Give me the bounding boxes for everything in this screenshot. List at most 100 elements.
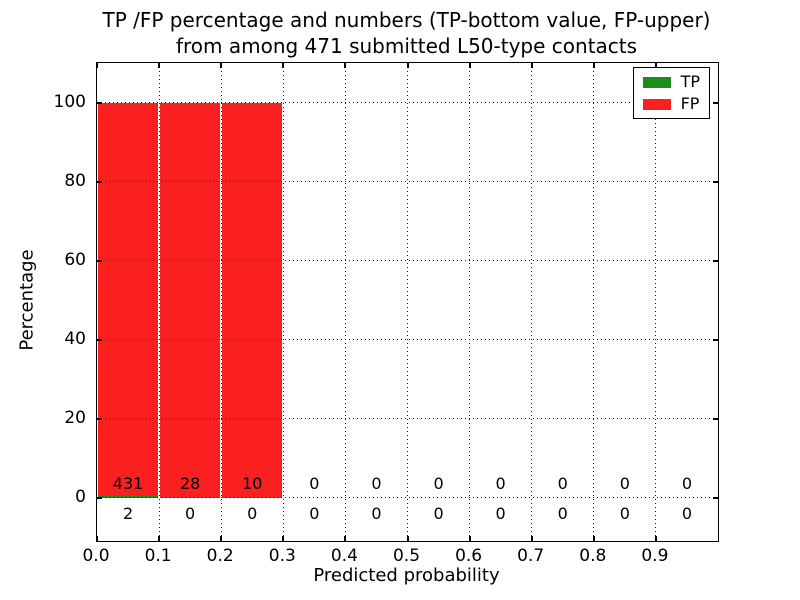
y-axis-tick xyxy=(97,101,102,104)
x-axis-tick-top xyxy=(220,63,223,68)
x-axis-label: Predicted probability xyxy=(313,565,500,586)
gridline-horizontal xyxy=(97,497,718,499)
x-axis-tick xyxy=(406,536,409,541)
plot-area: TP FP 431 2 28 0 10 0 0 0 0 0 0 0 0 0 0 0 0 0 0 0 xyxy=(96,62,719,542)
x-tick-label: 0.3 xyxy=(268,546,296,566)
x-axis-tick-top xyxy=(282,63,285,68)
y-tick-label: 80 xyxy=(64,170,86,191)
gridline-horizontal xyxy=(97,339,718,341)
y-axis-tick xyxy=(97,417,102,420)
y-axis-tick xyxy=(97,338,102,341)
y-tick-label: 100 xyxy=(53,91,86,112)
gridline-vertical xyxy=(469,63,471,541)
x-axis-tick-top xyxy=(592,63,595,68)
x-axis-tick xyxy=(592,536,595,541)
gridline-vertical xyxy=(531,63,533,541)
tp-legend-swatch xyxy=(642,76,671,88)
tp-count-label: 0 xyxy=(309,504,320,524)
x-tick-label: 0.1 xyxy=(144,546,172,566)
tp-count-label: 0 xyxy=(557,504,568,524)
tp-legend-label: TP xyxy=(680,72,700,91)
fp-count-label: 0 xyxy=(681,474,693,494)
gridline-horizontal xyxy=(97,102,718,103)
gridline-horizontal xyxy=(97,181,718,182)
x-tick-label: 0.0 xyxy=(82,546,110,566)
tp-bar xyxy=(98,495,159,498)
y-axis-tick xyxy=(97,180,102,183)
x-axis-tick-top xyxy=(530,63,533,68)
fp-count-label: 0 xyxy=(309,474,320,494)
gridline-vertical xyxy=(344,63,346,541)
fp-count-label: 0 xyxy=(433,474,444,494)
x-tick-label: 0.5 xyxy=(392,546,421,566)
fp-count-label: 0 xyxy=(557,474,568,494)
fp-count-label: 0 xyxy=(619,474,630,494)
fp-count-label: 28 xyxy=(179,474,201,494)
fp-bar xyxy=(160,102,221,498)
tp-count-label: 0 xyxy=(681,504,693,524)
x-axis-tick-top xyxy=(96,63,98,68)
tp-count-label: 0 xyxy=(185,504,196,524)
y-tick-label: 20 xyxy=(64,407,86,428)
fp-count-label: 10 xyxy=(242,474,263,494)
gridline-vertical xyxy=(220,63,222,541)
x-axis-tick-top xyxy=(158,63,161,68)
x-axis-tick-top xyxy=(406,63,409,68)
tp-count-label: 2 xyxy=(122,504,134,524)
x-axis-tick xyxy=(282,536,285,541)
fp-count-label: 0 xyxy=(371,474,382,494)
x-tick-label: 0.9 xyxy=(641,546,669,566)
y-axis-tick xyxy=(97,259,102,262)
tp-count-label: 0 xyxy=(371,504,382,524)
y-axis-tick-right xyxy=(713,417,718,420)
x-axis-tick-top xyxy=(654,63,657,68)
y-axis-tick xyxy=(97,496,102,499)
y-axis-tick-right xyxy=(713,496,718,499)
x-tick-label: 0.8 xyxy=(579,546,607,566)
x-axis-tick-top xyxy=(344,63,347,68)
chart-title: TP /FP percentage and numbers (TP-bottom… xyxy=(96,7,717,59)
legend-item-tp: TP xyxy=(642,72,700,91)
legend: TP FP xyxy=(632,67,710,119)
tp-count-label: 0 xyxy=(495,504,506,524)
x-axis-tick xyxy=(158,536,161,541)
gridline-horizontal xyxy=(97,260,718,262)
x-axis-tick xyxy=(220,536,223,541)
gridline-vertical xyxy=(282,63,284,541)
tp-count-label: 0 xyxy=(619,504,630,524)
chart-title-line2: from among 471 submitted L50-type contac… xyxy=(175,34,638,58)
x-tick-label: 0.2 xyxy=(206,546,234,566)
fp-count-label: 0 xyxy=(495,474,506,494)
y-tick-label: 40 xyxy=(64,328,86,349)
gridline-vertical xyxy=(407,63,408,541)
x-tick-label: 0.6 xyxy=(455,546,483,566)
x-axis-tick xyxy=(96,536,98,541)
y-axis-tick-right xyxy=(713,180,718,183)
y-axis-tick-right xyxy=(713,101,718,104)
fp-bar xyxy=(222,102,283,498)
fp-legend-label: FP xyxy=(680,94,700,113)
gridline-horizontal xyxy=(97,418,718,420)
x-axis-tick xyxy=(530,536,533,541)
gridline-vertical xyxy=(593,63,595,541)
gridline-vertical xyxy=(158,63,160,541)
y-tick-label: 0 xyxy=(75,486,86,507)
x-tick-label: 0.4 xyxy=(330,546,358,566)
y-axis-tick-right xyxy=(713,259,718,262)
x-axis-tick xyxy=(654,536,657,541)
fp-legend-swatch xyxy=(642,98,671,110)
gridline-vertical xyxy=(655,63,657,541)
chart-title-line1: TP /FP percentage and numbers (TP-bottom… xyxy=(102,8,711,32)
x-tick-label: 0.7 xyxy=(517,546,545,566)
tp-count-label: 0 xyxy=(433,504,444,524)
x-axis-tick xyxy=(468,536,471,541)
legend-item-fp: FP xyxy=(642,94,700,113)
fp-bar xyxy=(98,102,159,496)
x-axis-tick-top xyxy=(468,63,471,68)
y-tick-label: 60 xyxy=(64,249,86,270)
tp-count-label: 0 xyxy=(247,504,258,524)
y-axis-tick-right xyxy=(713,338,718,341)
fp-count-label: 431 xyxy=(112,474,144,494)
x-axis-tick xyxy=(344,536,347,541)
